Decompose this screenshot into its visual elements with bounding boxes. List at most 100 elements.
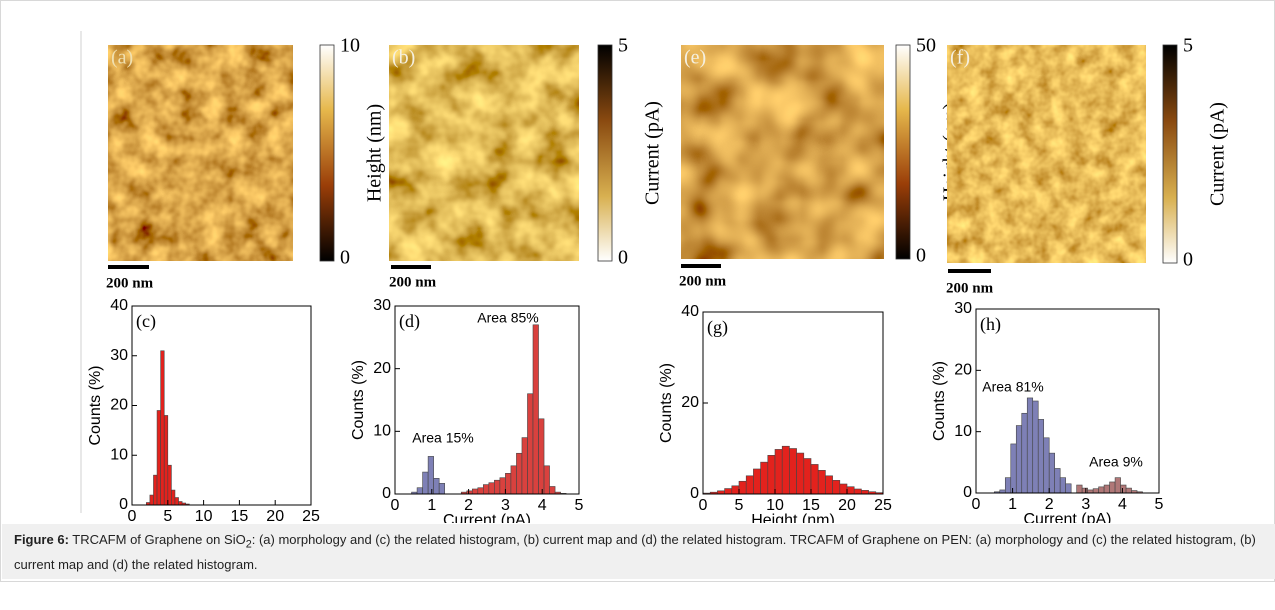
- colorbar: [319, 44, 335, 262]
- caption-subscript: 2: [245, 538, 252, 551]
- histogram-bar: [516, 452, 523, 495]
- x-axis-label: Current (pA): [443, 512, 531, 523]
- colorbar-label: Current (pA): [1207, 102, 1229, 206]
- histogram-bar: [538, 418, 545, 495]
- histogram-bar: [499, 477, 506, 495]
- x-tick-label: 0: [972, 496, 981, 513]
- histogram-bar: [1026, 397, 1034, 494]
- histogram-bar: [1125, 487, 1132, 494]
- x-tick-label: 2: [1045, 496, 1054, 513]
- afm-image: [681, 45, 884, 259]
- y-tick-label: 0: [690, 485, 699, 502]
- scale-bar-label: 200 nm: [946, 280, 994, 296]
- histogram-bar: [171, 489, 176, 506]
- x-tick-label: 0: [699, 497, 708, 514]
- histogram-bar: [796, 452, 805, 495]
- figure: (a) 10 0 Height (nm) 200 nm (b) 5 0 Current (pA)…: [0, 0, 1275, 582]
- histogram-bar: [760, 461, 769, 495]
- y-tick-label: 0: [963, 484, 972, 501]
- y-tick-label: 30: [110, 347, 128, 364]
- histogram-bar: [521, 437, 528, 495]
- histogram-bar: [1037, 419, 1045, 494]
- histogram-bar: [803, 458, 812, 495]
- x-axis-label: Current (pA): [1023, 511, 1111, 523]
- histogram-bar: [781, 445, 790, 495]
- scale-bar-label: 200 nm: [106, 275, 154, 291]
- histogram-bar: [549, 486, 556, 495]
- plot-frame: [394, 305, 580, 495]
- x-tick-label: 4: [538, 497, 547, 514]
- colorbar: [895, 44, 911, 260]
- panel-label: (g): [707, 317, 728, 338]
- y-tick-label: 40: [110, 297, 128, 314]
- histogram-bar: [160, 350, 165, 506]
- panel-label: (f): [950, 47, 970, 69]
- x-tick-label: 1: [427, 497, 436, 514]
- histogram-bar: [483, 484, 490, 495]
- x-tick-label: 3: [1081, 496, 1090, 513]
- histogram-bar: [1098, 486, 1105, 494]
- y-tick-label: 30: [373, 297, 391, 314]
- histogram-bar: [488, 482, 495, 495]
- y-tick-label: 20: [110, 397, 128, 414]
- y-tick-label: 20: [373, 360, 391, 377]
- afm-image: [108, 45, 293, 261]
- histogram-bar: [861, 490, 869, 495]
- y-tick-label: 20: [954, 362, 972, 379]
- x-tick-label: 10: [766, 497, 784, 514]
- histogram-bar: [510, 465, 517, 495]
- x-tick-label: 5: [1155, 496, 1164, 513]
- x-tick-label: 15: [231, 508, 249, 523]
- x-tick-label: 1: [1008, 496, 1017, 513]
- colorbar-label: Current (pA): [642, 101, 664, 205]
- panel-label: (a): [111, 47, 133, 69]
- histogram-bar: [1010, 443, 1017, 494]
- histogram-bar: [753, 468, 761, 495]
- histogram-bar: [817, 470, 826, 495]
- histogram-bar: [1015, 425, 1023, 494]
- y-axis-label: Counts (%): [931, 361, 948, 441]
- histogram-bar: [527, 393, 534, 495]
- caption: Figure 6: TRCAFM of Graphene on SiO2: (a…: [2, 524, 1275, 579]
- histogram-bar: [167, 464, 172, 506]
- y-tick-label: 20: [681, 394, 699, 411]
- y-tick-label: 10: [110, 446, 128, 463]
- panel-label: (d): [399, 311, 420, 332]
- histogram-bar: [839, 483, 848, 495]
- histogram-bar: [1059, 477, 1066, 494]
- histogram-bar: [1081, 487, 1088, 494]
- histogram-bar: [477, 487, 484, 495]
- histogram-bar: [427, 456, 434, 495]
- colorbar-min: 0: [618, 247, 628, 269]
- afm-image: [389, 45, 579, 261]
- histogram-bar: [810, 464, 819, 495]
- histogram-bar: [156, 410, 161, 506]
- histogram-bar: [494, 479, 501, 495]
- histogram-bar: [789, 448, 797, 495]
- x-tick-label: 20: [266, 508, 284, 523]
- colorbar-max: 10: [340, 35, 360, 57]
- x-tick-label: 10: [195, 508, 213, 523]
- histogram-bar: [1048, 452, 1055, 494]
- histogram-bar: [1032, 400, 1039, 494]
- colorbar-min: 0: [340, 247, 350, 269]
- x-tick-label: 20: [838, 497, 856, 514]
- caption-text: : (a) morphology and (c) the related his…: [14, 532, 1256, 572]
- x-tick-label: 15: [802, 497, 820, 514]
- colorbar-max: 50: [916, 35, 936, 57]
- histogram-bar: [731, 485, 740, 495]
- histogram-bar: [774, 449, 783, 495]
- x-tick-label: 25: [874, 497, 892, 514]
- histogram-bar: [1092, 488, 1099, 494]
- y-axis-label: Counts (%): [350, 360, 367, 440]
- histogram-bar: [1076, 484, 1083, 494]
- histogram-bar: [1103, 484, 1110, 494]
- annotation: Area 9%: [1089, 454, 1143, 470]
- histogram-bar: [846, 486, 855, 495]
- x-tick-label: 5: [735, 497, 744, 514]
- y-tick-label: 10: [954, 423, 972, 440]
- annotation: Area 85%: [477, 310, 538, 326]
- x-axis-label: Height (nm): [751, 512, 835, 523]
- colorbar-max: 5: [618, 35, 628, 57]
- colorbar-label: Height (nm): [364, 104, 386, 202]
